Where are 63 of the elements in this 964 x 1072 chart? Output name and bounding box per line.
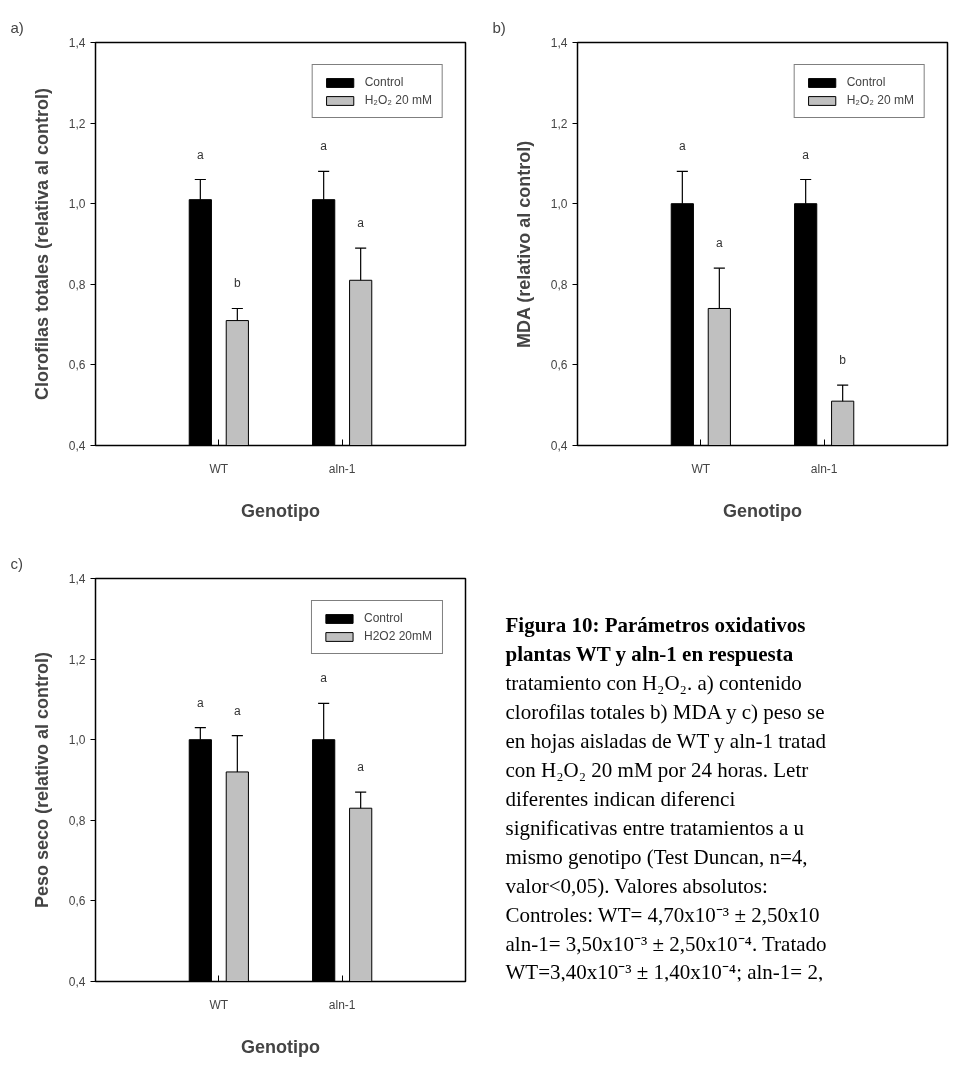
y-tick-label: 0,8 <box>68 813 86 828</box>
annotation: a <box>320 671 328 686</box>
x-tick-label: WT <box>209 997 229 1012</box>
annotation: a <box>197 695 204 710</box>
legend-label: H2O2 20mM <box>363 629 432 643</box>
y-axis-title: Peso seco (relativo al control) <box>31 651 52 909</box>
y-tick-label: 1,0 <box>68 733 86 748</box>
text: Controles: WT= 4,70x10⁻³ ± 2,50x10 <box>505 902 820 927</box>
y-tick-label: 1,4 <box>68 572 86 586</box>
y-tick-label: 0,6 <box>68 358 86 373</box>
y-tick-label: 0,6 <box>550 358 568 373</box>
text: diferentes indican diferenci <box>505 786 736 811</box>
annotation: b <box>839 353 847 368</box>
text: mismo genotipo (Test Duncan, n=4, <box>505 844 808 869</box>
text: con H₂O₂ 20 mM por 24 horas. Letr <box>505 757 809 782</box>
text: plantas WT y aln-1 en respuesta <box>505 642 794 667</box>
y-axis-title: MDA (relativo al control) <box>513 140 534 349</box>
y-tick-label: 0,8 <box>550 277 568 292</box>
annotation: a <box>802 147 810 162</box>
y-tick-label: 0,4 <box>68 975 86 989</box>
y-tick-label: 0,6 <box>68 894 86 909</box>
y-tick-label: 1,0 <box>550 197 568 212</box>
legend-label: H₂O₂ 20 mM <box>846 93 914 107</box>
y-tick-label: 1,2 <box>68 116 86 131</box>
x-tick-label: WT <box>691 461 711 476</box>
text: en hojas aisladas de WT y aln-1 tratad <box>505 728 827 753</box>
y-tick-label: 1,0 <box>68 197 86 212</box>
text: tratamiento con H₂O₂. a) contenido <box>505 671 802 696</box>
legend-label: Control <box>846 75 886 89</box>
annotation: b <box>234 276 241 291</box>
text: clorofilas totales b) MDA y c) peso se <box>505 699 825 724</box>
x-tick-label: WT <box>209 461 229 476</box>
annotation: a <box>197 147 204 162</box>
y-tick-label: 1,4 <box>550 36 568 50</box>
y-tick-label: 1,4 <box>68 36 86 50</box>
x-tick-label: aln-1 <box>328 997 356 1012</box>
annotation: a <box>234 703 241 718</box>
legend-label: Control <box>364 75 404 89</box>
chart-title: c) <box>10 554 23 572</box>
x-axis-title: Genotipo <box>723 500 803 521</box>
y-tick-label: 0,4 <box>68 439 86 453</box>
x-axis-title: Genotipo <box>241 1036 321 1057</box>
x-axis-title: Genotipo <box>241 500 321 521</box>
annotation: a <box>320 139 328 154</box>
annotation: a <box>357 760 365 775</box>
y-tick-label: 0,8 <box>68 277 86 292</box>
chart-title: a) <box>10 18 24 36</box>
annotation: a <box>357 216 365 231</box>
text: aln-1= 3,50x10⁻³ ± 2,50x10⁻⁴. Tratado <box>505 931 827 956</box>
y-tick-label: 1,2 <box>550 116 568 131</box>
text: valor<0,05). Valores absolutos: <box>505 873 768 898</box>
y-tick-label: 0,4 <box>550 439 568 453</box>
x-tick-label: aln-1 <box>810 461 838 476</box>
y-axis-title: Clorofilas totales (relativa al control) <box>31 87 52 401</box>
annotation: a <box>679 139 686 154</box>
legend-label: H₂O₂ 20 mM <box>364 93 432 107</box>
y-tick-label: 1,2 <box>68 652 86 667</box>
text: significativas entre tratamientos a u <box>505 815 805 840</box>
x-tick-label: aln-1 <box>328 461 356 476</box>
annotation: a <box>716 236 723 251</box>
chart-title: b) <box>492 18 506 36</box>
legend-label: Control <box>363 611 403 625</box>
text: Figura 10: Parámetros oxidativos <box>505 613 806 638</box>
